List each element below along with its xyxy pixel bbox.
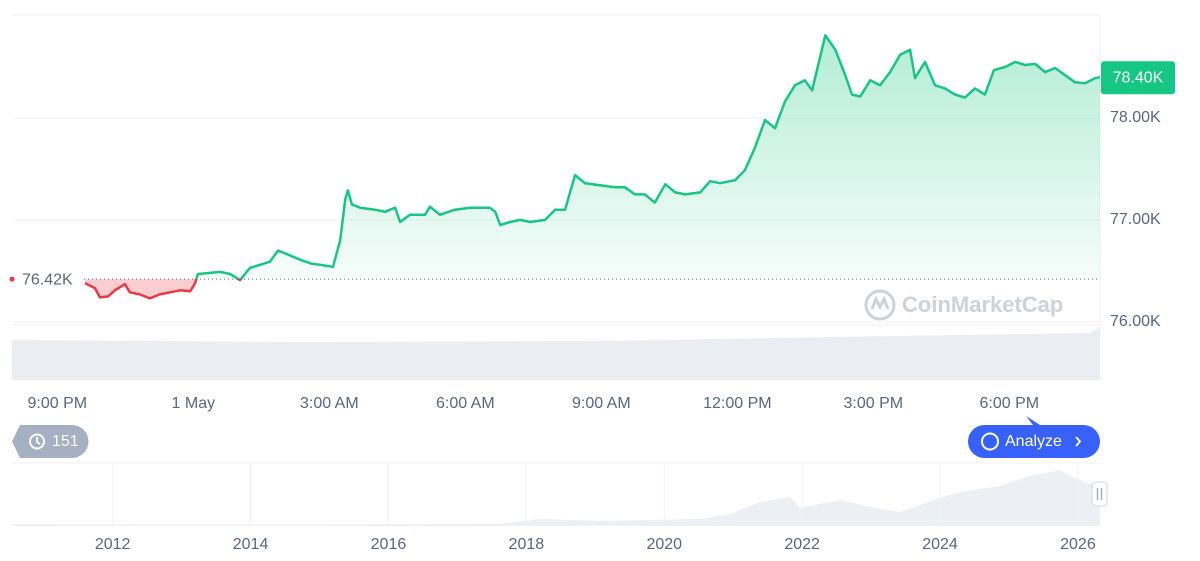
x-tick-label: 9:00 AM: [572, 395, 631, 412]
analyze-icon: [981, 432, 999, 451]
analyze-button-bg[interactable]: [968, 425, 1100, 458]
navigator-year-label: 2022: [784, 536, 820, 553]
reference-label-bg: [16, 268, 82, 291]
history-count: 151: [52, 433, 79, 450]
reference-label: 76.42K: [22, 271, 73, 288]
analyze-chevron: [1075, 436, 1082, 447]
x-tick-label: 3:00 PM: [844, 395, 904, 412]
analyze-pointer: [1026, 416, 1040, 425]
history-badge[interactable]: 151: [12, 425, 89, 458]
x-tick-label: 6:00 PM: [980, 395, 1040, 412]
volume-area: [12, 328, 1100, 380]
watermark-logo: [864, 289, 896, 321]
navigator-handle[interactable]: [1091, 481, 1108, 507]
x-tick-label: 12:00 PM: [703, 395, 771, 412]
plot: 76.42K: [9, 34, 1101, 323]
navigator-area: [12, 470, 1100, 525]
watermark: CoinMarketCap: [864, 289, 1063, 321]
analyze-button[interactable]: Analyze: [968, 416, 1100, 458]
analyze-label[interactable]: Analyze: [1005, 433, 1062, 450]
navigator-year-label: 2016: [371, 536, 407, 553]
price-area: [84, 35, 1100, 299]
current-price-bg: [1101, 61, 1175, 95]
price-line: [84, 34, 1101, 300]
navigator-year-label: 2014: [233, 536, 269, 553]
history-badge-bg[interactable]: [12, 425, 89, 458]
x-tick-label: 1 May: [172, 395, 216, 412]
navigator-year-label: 2020: [646, 536, 682, 553]
navigator-year-label: 2012: [95, 536, 131, 553]
history-icon: [29, 433, 45, 450]
navigator-year-label: 2024: [922, 536, 958, 553]
navigator: 2012 2014 2016 2018 2020 2022 2024 2026: [12, 462, 1108, 553]
y-tick-label: 77.00K: [1110, 211, 1161, 228]
y-tick-label: 76.00K: [1110, 313, 1161, 330]
navigator-year-label: 2026: [1060, 536, 1096, 553]
current-price-label: 78.40K: [1113, 69, 1164, 86]
navigator-year-label: 2018: [509, 536, 545, 553]
x-tick-label: 6:00 AM: [436, 395, 495, 412]
reference-dot: [9, 276, 15, 282]
watermark-logo-mark: [870, 295, 890, 311]
watermark-text: CoinMarketCap: [902, 292, 1063, 317]
x-tick-label: 3:00 AM: [300, 395, 359, 412]
x-tick-label: 9:00 PM: [28, 395, 88, 412]
y-tick-label: 78.00K: [1110, 109, 1161, 126]
navigator-handle-grip: [1096, 488, 1103, 500]
history-icon-hands: [36, 437, 41, 445]
